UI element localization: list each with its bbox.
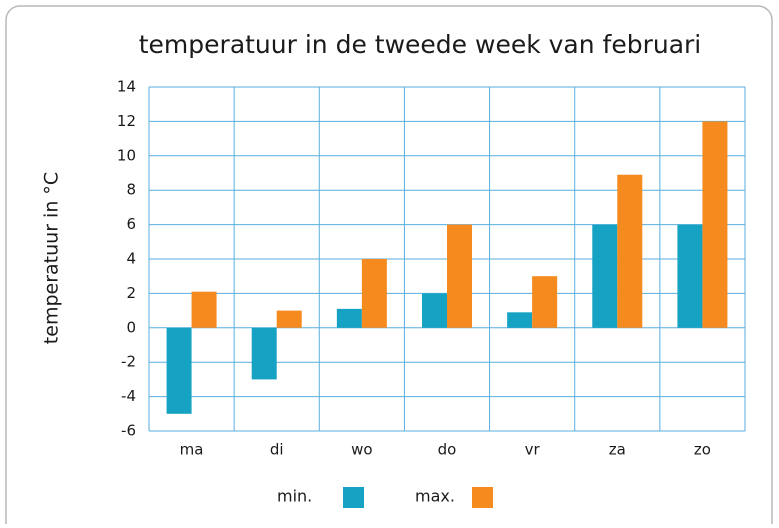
bar: [507, 312, 533, 328]
frame: [5, 5, 773, 528]
x-tick-label: ma: [180, 441, 204, 459]
y-axis-label: temperatuur in °C: [41, 172, 63, 344]
y-tick-label: -2: [121, 353, 136, 371]
legend-swatch: [472, 487, 493, 508]
x-tick-label: wo: [351, 441, 372, 459]
x-tick-label: za: [609, 441, 626, 459]
bar: [532, 276, 558, 328]
chart-title: temperatuur in de tweede week van februa…: [139, 30, 702, 59]
y-tick-label: 10: [117, 146, 136, 164]
bar: [166, 327, 192, 414]
y-tick-label: -6: [121, 422, 136, 440]
x-tick-label: do: [438, 441, 457, 459]
y-tick-label: 12: [117, 112, 136, 130]
y-tick-label: 0: [126, 318, 136, 336]
y-tick-label: 2: [126, 284, 136, 302]
legend-label: max.: [415, 487, 455, 506]
bar: [422, 293, 447, 328]
bar: [447, 224, 472, 328]
bar: [592, 224, 618, 328]
bar: [617, 174, 643, 328]
bar: [361, 259, 387, 328]
bar: [191, 291, 217, 328]
bar: [251, 327, 277, 380]
bar: [276, 310, 302, 328]
bar: [677, 224, 703, 328]
legend-swatch: [343, 487, 364, 508]
y-tick-label: 8: [126, 181, 136, 199]
y-tick-label: 14: [117, 78, 136, 96]
y-tick-label: 4: [126, 250, 136, 268]
bar: [702, 121, 728, 328]
legend-label: min.: [277, 487, 312, 506]
y-tick-label: -4: [121, 387, 136, 405]
x-tick-label: vr: [525, 441, 541, 459]
x-tick-label: di: [270, 441, 284, 459]
bar: [336, 308, 362, 328]
y-tick-label: 6: [126, 215, 136, 233]
x-tick-label: zo: [694, 441, 711, 459]
